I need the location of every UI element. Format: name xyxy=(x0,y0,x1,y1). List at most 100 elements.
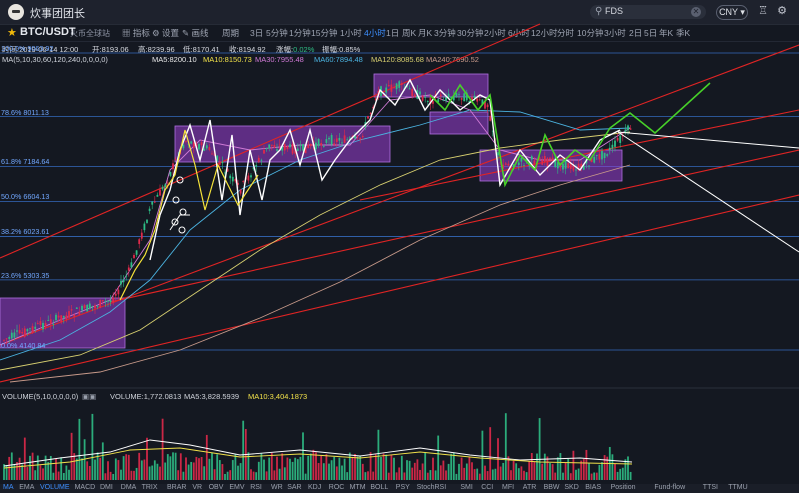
volume-bar xyxy=(120,469,122,480)
period-8[interactable]: 周K xyxy=(402,28,417,38)
candle-body xyxy=(260,159,263,161)
volume-bar xyxy=(190,461,193,480)
period-1[interactable]: 3日 xyxy=(250,28,264,38)
period-5[interactable]: 1小时 xyxy=(340,28,362,38)
volume-bar xyxy=(164,462,167,480)
indicator-tab-ttsi[interactable]: TTSI xyxy=(702,484,718,491)
period-21[interactable]: 季K xyxy=(676,28,691,38)
volume-bar xyxy=(598,464,601,480)
candle-body xyxy=(338,137,341,141)
volume-bar xyxy=(510,470,512,480)
indicator-tab-macd[interactable]: MACD xyxy=(74,484,96,491)
favorite-star-icon[interactable]: ★ xyxy=(7,27,17,39)
period-16[interactable]: 10分钟 xyxy=(577,28,604,38)
indicator-tab-position[interactable]: Position xyxy=(610,484,636,491)
candle-body xyxy=(478,99,481,101)
volume-bar xyxy=(88,466,91,480)
volume-bar xyxy=(434,470,437,480)
candle-body xyxy=(590,157,593,163)
indicator-tab-roc[interactable]: ROC xyxy=(328,484,345,491)
indicator-tab-emv[interactable]: EMV xyxy=(229,484,245,491)
candle-body xyxy=(200,142,203,146)
app-avatar-icon[interactable] xyxy=(8,4,24,20)
indicator-tab-fund-flow[interactable]: Fund-flow xyxy=(654,484,686,491)
period-12[interactable]: 2小时 xyxy=(484,28,506,38)
indicator-tab-ema[interactable]: EMA xyxy=(19,484,35,491)
indicator-tab-cci[interactable]: CCI xyxy=(481,484,494,491)
volume-bar xyxy=(247,452,250,480)
period-2[interactable]: 5分钟 xyxy=(266,28,288,38)
volume-bar xyxy=(554,472,557,480)
fib-label: 23.6% 5303.35 xyxy=(1,270,50,280)
period-10[interactable]: 3分钟 xyxy=(434,28,456,38)
indicator-tab-ttmu[interactable]: TTMU xyxy=(728,484,748,491)
period-14[interactable]: 12小时 xyxy=(531,28,558,38)
period-6[interactable]: 4小时 xyxy=(364,28,386,38)
candle-body xyxy=(239,189,242,194)
indicator-tab-vr[interactable]: VR xyxy=(192,484,203,491)
volume-bar xyxy=(343,458,346,480)
volume-bar xyxy=(471,462,473,480)
period-11[interactable]: 30分钟 xyxy=(457,28,484,38)
indicator-tab-psy[interactable]: PSY xyxy=(395,484,410,491)
clear-search-icon[interactable]: ✕ xyxy=(691,7,701,17)
indicator-tab-ma[interactable]: MA xyxy=(3,484,14,491)
period-0[interactable]: 周期 xyxy=(222,28,240,38)
volume-settings-icon[interactable]: ▣▣ xyxy=(82,392,97,401)
indicator-tab-bias[interactable]: BIAS xyxy=(585,484,602,491)
shirt-icon[interactable]: ♖ xyxy=(758,5,768,17)
volume-bar xyxy=(575,469,577,480)
indicator-tab-mfi[interactable]: MFI xyxy=(502,484,515,491)
indicator-tab-wr[interactable]: WR xyxy=(271,484,283,491)
gear-icon[interactable]: ⚙ xyxy=(777,5,787,17)
volume-bar xyxy=(460,457,463,480)
period-20[interactable]: 年K xyxy=(659,28,674,38)
indicator-tab-kdj[interactable]: KDJ xyxy=(308,484,322,491)
period-19[interactable]: 5日 xyxy=(644,28,658,38)
indicator-tab-volume[interactable]: VOLUME xyxy=(40,484,70,491)
settings-button[interactable]: ⚙ 设置 xyxy=(152,28,179,38)
indicator-tab-skd[interactable]: SKD xyxy=(564,484,579,491)
period-4[interactable]: 15分钟 xyxy=(311,28,338,38)
search-input[interactable]: FDS xyxy=(605,6,623,16)
volume-bar xyxy=(187,464,190,480)
trend-line xyxy=(0,44,799,346)
currency-select[interactable]: CNY ▾ xyxy=(716,5,748,20)
indicator-tab-trix[interactable]: TRIX xyxy=(141,484,158,491)
indicator-tab-dmi[interactable]: DMI xyxy=(100,484,113,491)
indicator-button[interactable]: ▦ 指标 xyxy=(122,28,150,38)
symbol-pair[interactable]: BTC/USDT xyxy=(20,26,76,38)
candle-body xyxy=(296,148,299,151)
indicator-tab-obv[interactable]: OBV xyxy=(208,484,224,491)
ma-legend-item: MA120:8085.68 xyxy=(371,55,424,64)
indicator-tab-rsi[interactable]: RSI xyxy=(250,484,262,491)
draw-line-button[interactable]: ✎ 画线 xyxy=(182,28,209,38)
period-15[interactable]: 分时 xyxy=(557,28,575,38)
indicator-tab-bbw[interactable]: BBW xyxy=(543,484,560,491)
wave-drawing-yellow xyxy=(119,129,259,301)
search-box[interactable]: ⚲ FDS ✕ xyxy=(590,5,706,19)
candle-body xyxy=(75,307,78,309)
period-7[interactable]: 1日 xyxy=(386,28,400,38)
ma-legend-item: MA60:7894.48 xyxy=(314,55,363,64)
indicator-tab-dma[interactable]: DMA xyxy=(120,484,137,491)
period-17[interactable]: 3小时 xyxy=(604,28,626,38)
indicator-tab-sar[interactable]: SAR xyxy=(287,484,302,491)
indicator-tab-mtm[interactable]: MTM xyxy=(349,484,366,491)
indicator-tab-boll[interactable]: BOLL xyxy=(370,484,389,491)
period-3[interactable]: 1分钟 xyxy=(289,28,311,38)
volume-bar xyxy=(437,435,440,480)
period-18[interactable]: 2日 xyxy=(629,28,643,38)
indicator-tab-atr[interactable]: ATR xyxy=(522,484,537,491)
candle-body xyxy=(452,95,455,101)
indicator-tab-smi[interactable]: SMI xyxy=(460,484,473,491)
fib-label: 50.0% 6604.13 xyxy=(1,192,50,202)
volume-bar xyxy=(270,452,273,480)
indicator-tab-brar[interactable]: BRAR xyxy=(167,484,187,491)
indicator-tab-stochrsi[interactable]: StochRSI xyxy=(416,484,447,491)
trend-line xyxy=(0,194,799,383)
candle-body xyxy=(445,97,447,101)
candle-body xyxy=(361,135,364,138)
period-9[interactable]: 月K xyxy=(418,28,433,38)
